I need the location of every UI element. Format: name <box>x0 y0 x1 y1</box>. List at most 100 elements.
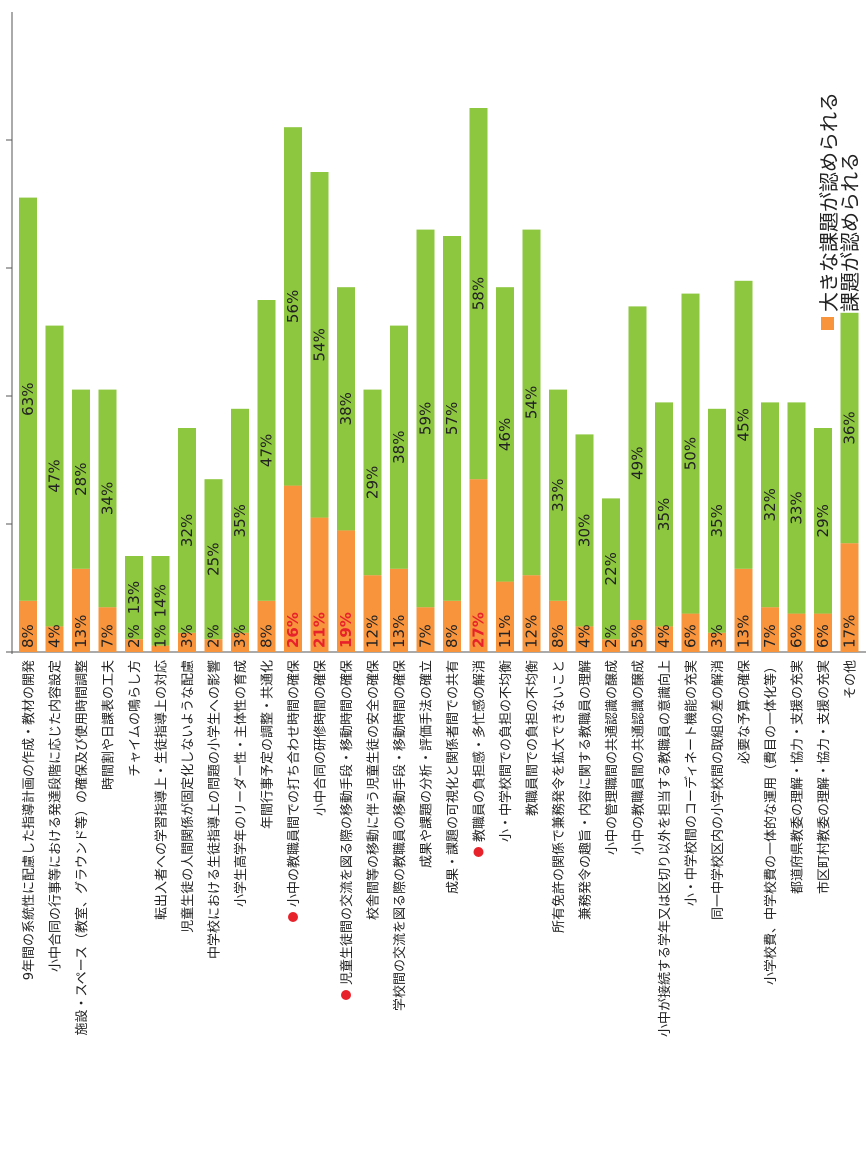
data-label-major: 3% <box>231 624 249 648</box>
category-label: 所有免許の関係で兼務発令を拡大できないこと <box>552 660 567 933</box>
legend-swatch-minor <box>842 317 855 330</box>
bar-major <box>151 645 170 652</box>
data-label-minor: 38% <box>390 431 408 464</box>
bar-minor <box>602 498 620 640</box>
legend-label-minor: 課題が認められる <box>838 152 862 312</box>
legend: 大きな課題が認められる 課題が認められる <box>817 92 862 330</box>
data-label-minor: 29% <box>814 504 832 537</box>
bar-major <box>681 613 700 652</box>
bar-minor <box>814 428 832 614</box>
data-label-major: 6% <box>682 624 700 648</box>
data-label-minor: 49% <box>629 447 647 480</box>
data-label-major: 8% <box>549 624 567 648</box>
data-label-minor: 50% <box>682 437 700 470</box>
data-label-major: 4% <box>46 624 64 648</box>
bar-major <box>708 632 726 652</box>
bar-minor <box>204 479 223 640</box>
category-label: 小学生高学年のリーダー性・主体性の育成 <box>233 660 249 907</box>
bar-major <box>337 530 355 652</box>
bar-minor <box>363 389 382 576</box>
bar-major <box>19 600 37 652</box>
bar-major <box>98 607 117 652</box>
data-label-minor: 35% <box>708 504 726 537</box>
category-label: 兼務発令の趣旨・内容に関する教職員の理解 <box>578 660 594 920</box>
bar-major <box>787 613 806 652</box>
data-label-major: 2% <box>205 624 223 648</box>
bar-minor <box>257 300 276 601</box>
data-label-major: 12% <box>523 615 541 648</box>
data-label-minor: 28% <box>72 463 90 496</box>
bar-minor <box>655 402 673 627</box>
bar-minor <box>416 229 435 608</box>
data-label-minor: 32% <box>178 514 196 547</box>
marker-dot <box>341 990 351 1000</box>
data-label-minor: 14% <box>152 584 170 617</box>
data-label-minor: 33% <box>788 491 806 524</box>
data-label-major: 7% <box>99 624 117 648</box>
bar-minor <box>178 428 196 633</box>
bar-minor <box>284 127 302 486</box>
bar-major <box>734 568 753 652</box>
category-label: チャイムの鳴らし方 <box>127 660 143 777</box>
data-label-major: 12% <box>364 615 382 648</box>
bar-major <box>522 575 541 652</box>
bar-major <box>840 543 859 652</box>
category-label: 小・中学校間のコーディネート機能の充実 <box>684 660 700 906</box>
bar-minor <box>98 389 117 608</box>
bar-minor <box>681 293 700 614</box>
bar-major <box>257 600 276 652</box>
bar-major <box>72 568 90 652</box>
legend-label-major: 大きな課題が認められる <box>817 92 841 312</box>
bar-major <box>45 626 64 652</box>
data-label-major: 21% <box>311 612 329 648</box>
bar-major <box>416 607 435 652</box>
bar-major <box>469 479 488 652</box>
bar-major <box>549 600 567 652</box>
data-label-major: 13% <box>72 615 90 648</box>
bar-minor <box>45 325 64 627</box>
bar-major <box>575 626 594 652</box>
data-label-minor: 58% <box>470 277 488 310</box>
data-label-major: 6% <box>788 624 806 648</box>
data-label-major: 26% <box>284 612 302 648</box>
data-label-major: 7% <box>417 624 435 648</box>
bar-minor <box>549 389 567 601</box>
category-label: 小中の教職員間の共通認識の醸成 <box>631 660 647 855</box>
category-label: 中学校における生徒指導上の問題の小学生への影響 <box>207 660 223 959</box>
bar-minor <box>761 402 779 608</box>
category-label: 市区町村教委の理解・協力・支援の充実 <box>816 660 832 894</box>
data-label-minor: 34% <box>99 482 117 515</box>
bar-minor <box>734 280 753 569</box>
bar-major <box>363 575 382 652</box>
category-label: 学校間の交流を図る際の教職員の移動手段・移動時間の確保 <box>392 660 408 1011</box>
bar-major <box>628 620 647 652</box>
category-label: 施設・スペース（教室、グラウンド等）の確保及び使用時間調整 <box>74 660 90 1035</box>
category-label: 同一中学校区内の小学校間の取組の差の解消 <box>710 660 726 920</box>
data-label-minor: 36% <box>841 411 859 444</box>
data-label-minor: 56% <box>284 290 302 323</box>
bar-major <box>231 632 249 652</box>
category-label: 児童生徒の人間関係が固定化しないような配慮 <box>180 660 196 933</box>
data-label-minor: 32% <box>761 488 779 521</box>
data-label-major: 3% <box>708 624 726 648</box>
data-label-major: 5% <box>629 624 647 648</box>
data-label-minor: 35% <box>231 504 249 537</box>
category-label: 小学校費、中学校費の一体的な運用（費目の一体化等） <box>763 660 779 985</box>
data-label-minor: 22% <box>602 552 620 585</box>
marker-dot <box>288 912 298 922</box>
data-label-minor: 33% <box>549 479 567 512</box>
category-label: 都道府県教委の理解・協力・支援の充実 <box>790 660 806 894</box>
data-label-minor: 54% <box>311 328 329 361</box>
bar-minor <box>522 229 541 576</box>
bar-major <box>814 613 832 652</box>
data-label-major: 13% <box>735 615 753 648</box>
data-label-minor: 45% <box>735 408 753 441</box>
data-label-major: 11% <box>496 615 514 648</box>
bar-major <box>390 568 408 652</box>
labels-layer: 8% 63% 9年間の系統性に配慮した指導計画の作成・教材の開発 4% 47% 小中合同の… <box>19 277 859 1037</box>
category-label: 小中合同の行事等における発達段階に応じた内容設定 <box>48 660 64 972</box>
bar-minor <box>72 389 90 569</box>
category-label: 小・中学校間での負担の不均衡 <box>498 660 514 842</box>
bar-minor <box>787 402 806 614</box>
